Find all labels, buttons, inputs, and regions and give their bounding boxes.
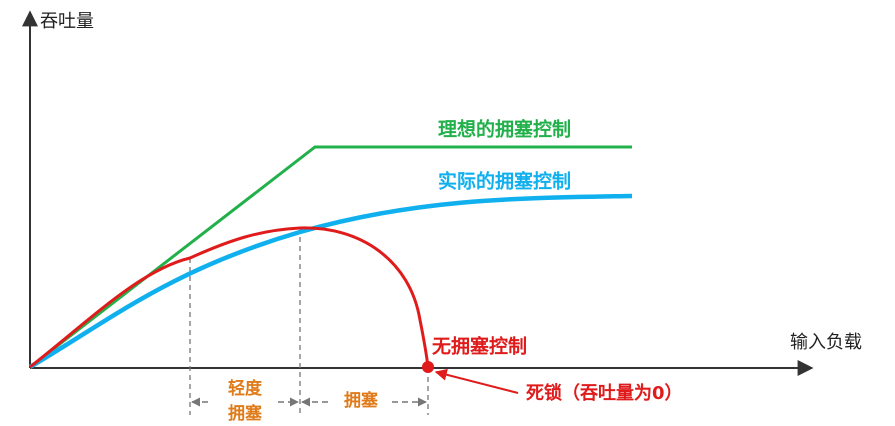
deadlock-arrow: [434, 368, 519, 394]
none-label: 无拥塞控制: [432, 335, 527, 358]
congestion-label: 拥塞: [344, 390, 379, 411]
y-axis-label: 吞吐量: [40, 11, 94, 32]
light-label: 轻度: [228, 378, 263, 399]
ideal-label: 理想的拥塞控制: [438, 118, 571, 141]
deadlock-label: 死锁（吞吐量为0）: [526, 382, 683, 404]
x-axis-label: 输入负载: [790, 332, 862, 353]
ideal-curve: [29, 145, 632, 369]
guides: [189, 228, 429, 415]
light-label: 拥塞: [228, 403, 263, 424]
none-curve: [29, 226, 430, 369]
actual-curve: [28, 193, 633, 369]
deadlock-point: [422, 361, 434, 373]
actual-label: 实际的拥塞控制: [438, 170, 571, 193]
